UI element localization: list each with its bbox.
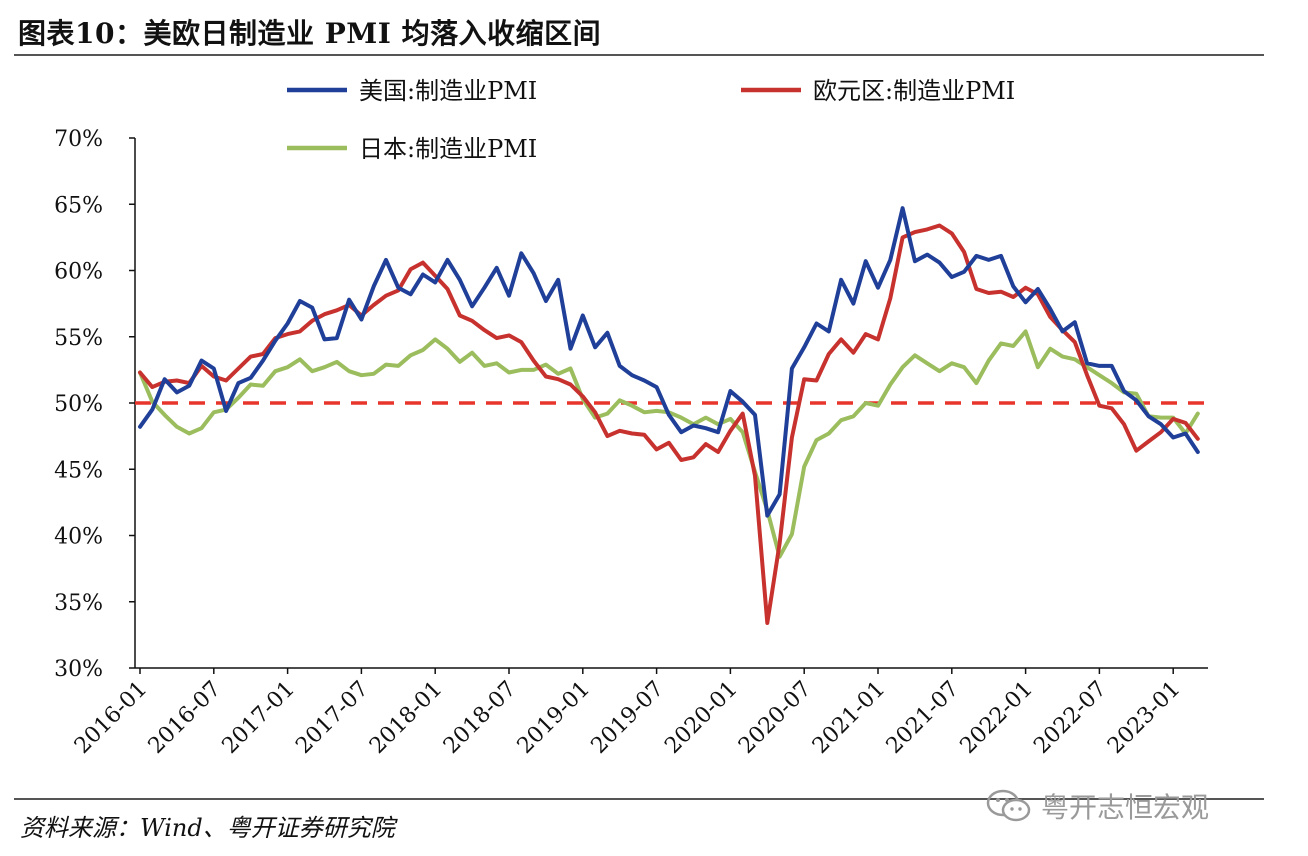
x-tick-label: 2022-07 bbox=[1029, 677, 1111, 759]
footer-rule bbox=[14, 798, 1264, 800]
y-tick-label: 40% bbox=[54, 525, 103, 550]
watermark-text: 粤开志恒宏观 bbox=[1041, 791, 1210, 824]
x-tick-label: 2018-07 bbox=[439, 677, 521, 759]
figure-title: 图表10：美欧日制造业 PMI 均落入收缩区间 bbox=[18, 17, 602, 50]
x-tick-label: 2022-01 bbox=[956, 677, 1038, 759]
x-tick-label: 2019-07 bbox=[587, 677, 669, 759]
x-tick-label: 2021-07 bbox=[882, 677, 964, 759]
series-line-0 bbox=[138, 206, 1200, 518]
y-tick-label: 50% bbox=[54, 392, 103, 417]
y-tick-label: 70% bbox=[54, 127, 103, 152]
watermark: 粤开志恒宏观 bbox=[985, 786, 1209, 826]
source-note: 资料来源：Wind、粤开证券研究院 bbox=[20, 814, 395, 842]
x-tick-label: 2020-07 bbox=[734, 677, 816, 759]
y-tick-label: 55% bbox=[54, 326, 103, 351]
y-tick-label: 65% bbox=[54, 193, 103, 218]
x-tick-label: 2019-01 bbox=[513, 677, 595, 759]
title-rule bbox=[14, 54, 1264, 56]
series-layer bbox=[138, 206, 1200, 625]
x-tick-label: 2016-01 bbox=[70, 677, 152, 759]
legend-label-1: 欧元区:制造业PMI bbox=[813, 77, 1015, 105]
y-tick-label: 30% bbox=[54, 657, 103, 682]
legend-label-0: 美国:制造业PMI bbox=[359, 77, 537, 105]
pmi-line-chart: 30% 35% 40% 45% 50% 55% 60% 65% 70% 2016-012016-0… bbox=[54, 77, 1208, 759]
x-tick-label: 2020-01 bbox=[660, 677, 742, 759]
legend: 美国:制造业PMI 欧元区:制造业PMI 日本:制造业PMI bbox=[287, 77, 1015, 163]
legend-label-2: 日本:制造业PMI bbox=[359, 135, 537, 163]
x-tick-label: 2018-01 bbox=[365, 677, 447, 759]
x-tick-label: 2016-07 bbox=[144, 677, 226, 759]
x-tick-label: 2017-01 bbox=[218, 677, 300, 759]
wechat-icon bbox=[986, 789, 1031, 822]
y-tick-label: 45% bbox=[54, 458, 103, 483]
x-tick-label: 2021-01 bbox=[808, 677, 890, 759]
axes-layer: 30% 35% 40% 45% 50% 55% 60% 65% 70% 2016-012016-0… bbox=[54, 127, 1208, 759]
y-tick-label: 35% bbox=[54, 591, 103, 616]
y-tick-label: 60% bbox=[54, 260, 103, 285]
series-line-1 bbox=[138, 223, 1200, 625]
x-tick-label: 2023-01 bbox=[1103, 677, 1185, 759]
x-tick-label: 2017-07 bbox=[291, 677, 373, 759]
